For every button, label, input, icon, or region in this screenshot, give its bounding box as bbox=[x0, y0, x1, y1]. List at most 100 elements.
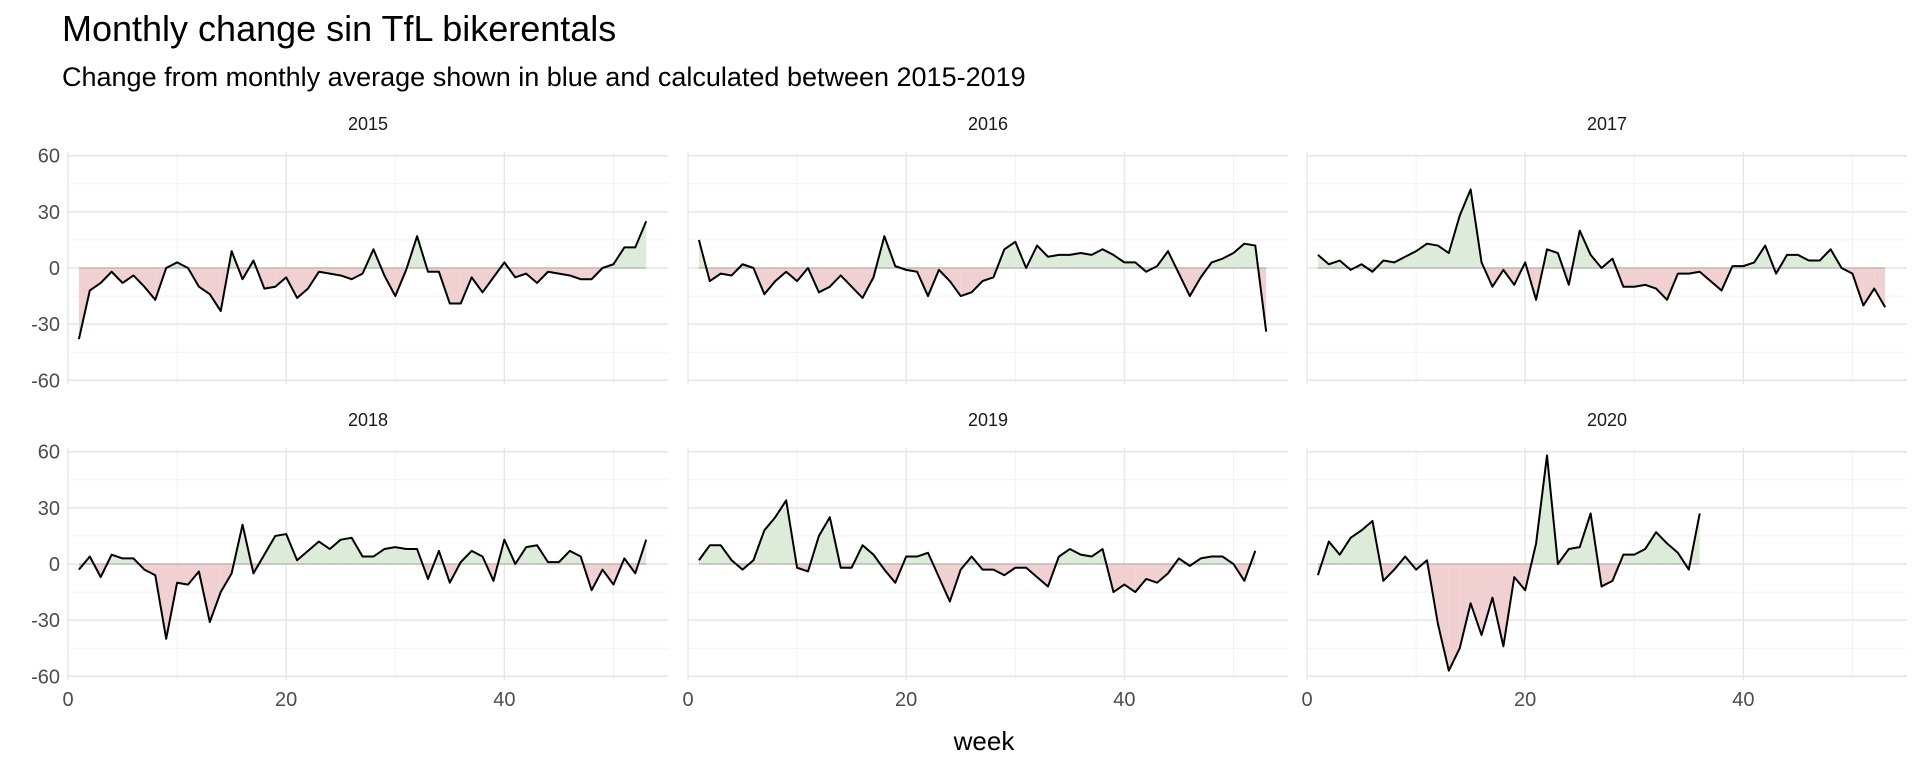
area-negative bbox=[960, 268, 972, 297]
area-positive bbox=[818, 517, 830, 564]
area-positive bbox=[1623, 554, 1635, 564]
area-positive bbox=[1058, 254, 1070, 268]
area-negative bbox=[1459, 564, 1471, 649]
area-positive bbox=[384, 547, 396, 564]
area-positive bbox=[1427, 243, 1438, 268]
area-negative bbox=[709, 268, 721, 282]
area-positive bbox=[111, 554, 123, 564]
facet-label: 2019 bbox=[968, 410, 1008, 430]
area-positive bbox=[1819, 249, 1831, 268]
area-negative bbox=[1437, 564, 1449, 671]
area-negative bbox=[1677, 268, 1689, 274]
x-tick-label: 40 bbox=[1732, 689, 1754, 711]
series-line bbox=[698, 499, 1257, 603]
area-negative bbox=[862, 268, 874, 298]
area-positive bbox=[308, 541, 319, 564]
area-negative bbox=[1623, 268, 1635, 287]
chart-title: Monthly change sin TfL bikerentals bbox=[62, 8, 617, 49]
area-negative bbox=[286, 268, 298, 298]
area-negative bbox=[1492, 564, 1504, 647]
area-negative bbox=[993, 564, 1005, 576]
area-positive bbox=[1350, 530, 1362, 564]
series-line bbox=[697, 235, 1268, 332]
area-positive bbox=[1797, 254, 1809, 268]
area-negative bbox=[829, 268, 841, 287]
area-negative bbox=[1481, 564, 1493, 636]
area-negative bbox=[1448, 564, 1460, 671]
area-negative bbox=[1037, 564, 1048, 587]
area-positive bbox=[471, 550, 483, 564]
y-tick-label: -60 bbox=[31, 666, 60, 688]
area-positive bbox=[526, 545, 538, 564]
area-positive bbox=[1808, 260, 1820, 268]
area-positive bbox=[1233, 243, 1245, 268]
area-negative bbox=[1124, 564, 1136, 593]
area-negative bbox=[209, 564, 221, 622]
x-tick-label: 20 bbox=[275, 689, 297, 711]
area-positive bbox=[1579, 513, 1591, 564]
y-tick-label: 0 bbox=[49, 554, 60, 576]
area-negative bbox=[515, 268, 527, 278]
area-negative bbox=[1113, 564, 1125, 593]
y-tick-label: 30 bbox=[38, 498, 60, 520]
facet-label: 2015 bbox=[348, 114, 388, 134]
area-negative bbox=[949, 268, 961, 297]
area-negative bbox=[1874, 268, 1886, 308]
area-positive bbox=[1394, 256, 1406, 268]
area-negative bbox=[351, 268, 363, 280]
area-positive bbox=[264, 535, 276, 564]
area-positive bbox=[1328, 541, 1340, 564]
area-negative bbox=[1135, 564, 1147, 593]
y-tick-label: -30 bbox=[31, 610, 60, 632]
y-tick-label: 30 bbox=[38, 202, 60, 224]
area-negative bbox=[1189, 268, 1201, 297]
facet-label: 2016 bbox=[968, 114, 1008, 134]
x-tick-label: 20 bbox=[1514, 689, 1536, 711]
area-positive bbox=[1080, 253, 1092, 268]
area-negative bbox=[275, 268, 287, 287]
area-negative bbox=[482, 268, 494, 293]
area-positive bbox=[362, 556, 374, 564]
area-positive bbox=[1437, 245, 1449, 268]
area-negative bbox=[1146, 564, 1158, 583]
area-positive bbox=[862, 545, 874, 564]
facet-panel-2019: 2019 0 20 40 bbox=[682, 410, 1288, 711]
area-positive bbox=[1547, 249, 1558, 268]
area-positive bbox=[1091, 549, 1103, 564]
area-negative bbox=[220, 564, 232, 593]
area-negative bbox=[1710, 268, 1722, 291]
series-line bbox=[1317, 188, 1887, 308]
area-positive bbox=[1568, 547, 1580, 564]
area-positive bbox=[1124, 262, 1136, 268]
y-tick-label: 0 bbox=[49, 258, 60, 280]
y-tick-label: 60 bbox=[38, 442, 60, 464]
area-positive bbox=[1339, 537, 1351, 564]
area-negative bbox=[840, 268, 852, 287]
area-negative bbox=[851, 268, 863, 298]
facet-label: 2017 bbox=[1587, 114, 1627, 134]
series-line bbox=[1316, 454, 1701, 672]
y-tick-label: 60 bbox=[38, 146, 60, 168]
area-negative bbox=[971, 268, 983, 293]
area-negative bbox=[340, 268, 352, 280]
area-positive bbox=[1667, 543, 1678, 564]
area-negative bbox=[471, 268, 483, 293]
area-positive bbox=[1058, 549, 1070, 564]
area-negative bbox=[1514, 564, 1526, 591]
area-positive bbox=[318, 541, 330, 564]
area-positive bbox=[1361, 520, 1373, 564]
x-tick-label: 40 bbox=[1113, 689, 1135, 711]
area-positive bbox=[329, 539, 341, 564]
x-tick-label: 0 bbox=[682, 689, 693, 711]
area-negative bbox=[1645, 268, 1657, 289]
facet-label: 2018 bbox=[348, 410, 388, 430]
facet-panel-2016: 2016 bbox=[687, 114, 1288, 384]
y-tick-label: -60 bbox=[31, 370, 60, 392]
area-negative bbox=[818, 268, 830, 293]
area-positive bbox=[1579, 230, 1591, 268]
x-tick-label: 20 bbox=[895, 689, 917, 711]
area-positive bbox=[1037, 245, 1048, 268]
area-positive bbox=[275, 534, 287, 564]
area-positive bbox=[906, 556, 918, 564]
